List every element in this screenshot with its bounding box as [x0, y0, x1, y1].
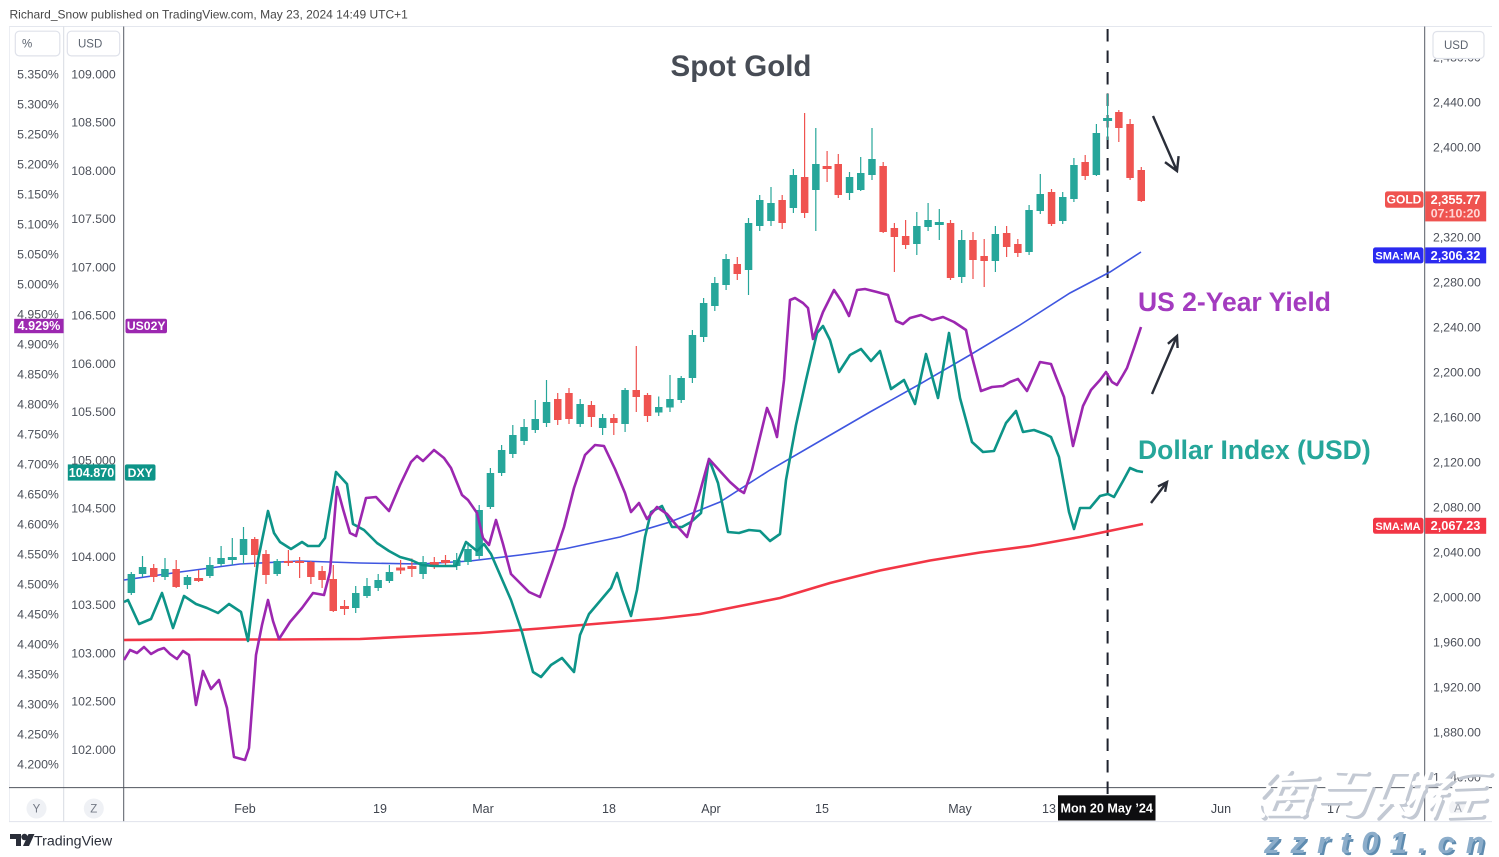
- svg-text:4.550%: 4.550%: [17, 547, 59, 561]
- svg-text:2,306.32: 2,306.32: [1431, 248, 1481, 263]
- svg-text:2,160.00: 2,160.00: [1433, 410, 1481, 424]
- svg-text:4.650%: 4.650%: [17, 487, 59, 501]
- svg-text:US02Y: US02Y: [127, 319, 166, 333]
- svg-text:4.900%: 4.900%: [17, 337, 59, 351]
- svg-text:4.800%: 4.800%: [17, 397, 59, 411]
- svg-text:SMA:MA: SMA:MA: [1375, 521, 1420, 533]
- svg-text:4.450%: 4.450%: [17, 607, 59, 621]
- svg-text:%: %: [22, 39, 32, 51]
- svg-text:2,240.00: 2,240.00: [1433, 320, 1481, 334]
- svg-text:102.500: 102.500: [71, 695, 116, 709]
- svg-text:18: 18: [602, 802, 616, 816]
- svg-text:106.500: 106.500: [71, 309, 116, 323]
- svg-text:DXY: DXY: [128, 466, 153, 480]
- svg-text:5.350%: 5.350%: [17, 67, 59, 81]
- svg-text:May: May: [948, 802, 972, 816]
- svg-text:2,440.00: 2,440.00: [1433, 95, 1481, 109]
- svg-text:104.870: 104.870: [69, 466, 115, 480]
- svg-text:2,000.00: 2,000.00: [1433, 590, 1481, 604]
- svg-text:Feb: Feb: [234, 802, 256, 816]
- svg-text:4.600%: 4.600%: [17, 517, 59, 531]
- svg-text:5.000%: 5.000%: [17, 277, 59, 291]
- svg-text:5.100%: 5.100%: [17, 217, 59, 231]
- svg-text:5.050%: 5.050%: [17, 247, 59, 261]
- svg-text:1,960.00: 1,960.00: [1433, 635, 1481, 649]
- svg-text:A: A: [1454, 803, 1462, 815]
- svg-text:2,400.00: 2,400.00: [1433, 140, 1481, 154]
- svg-text:zzrt01.cn: zzrt01.cn: [1265, 827, 1498, 857]
- svg-text:USD: USD: [78, 39, 102, 51]
- svg-text:108.000: 108.000: [71, 164, 116, 178]
- svg-text:105.000: 105.000: [71, 453, 116, 467]
- svg-text:2,120.00: 2,120.00: [1433, 455, 1481, 469]
- svg-text:2,200.00: 2,200.00: [1433, 365, 1481, 379]
- svg-text:2,067.23: 2,067.23: [1431, 518, 1481, 533]
- svg-text:Spot Gold: Spot Gold: [671, 50, 812, 83]
- svg-text:5.200%: 5.200%: [17, 157, 59, 171]
- svg-text:4.750%: 4.750%: [17, 427, 59, 441]
- svg-text:4.300%: 4.300%: [17, 697, 59, 711]
- svg-text:104.500: 104.500: [71, 502, 116, 516]
- svg-text:4.700%: 4.700%: [17, 457, 59, 471]
- svg-text:107.000: 107.000: [71, 260, 116, 274]
- svg-text:Richard_Snow published on Trad: Richard_Snow published on TradingView.co…: [10, 8, 409, 22]
- svg-text:13: 13: [1042, 802, 1056, 816]
- svg-text:5.250%: 5.250%: [17, 127, 59, 141]
- svg-text:108.500: 108.500: [71, 116, 116, 130]
- svg-text:Mar: Mar: [472, 802, 494, 816]
- svg-text:104.000: 104.000: [71, 550, 116, 564]
- svg-text:SMA:MA: SMA:MA: [1375, 251, 1420, 263]
- svg-text:US 2-Year Yield: US 2-Year Yield: [1138, 287, 1331, 317]
- svg-text:107.500: 107.500: [71, 212, 116, 226]
- svg-text:15: 15: [815, 802, 829, 816]
- svg-text:Jun: Jun: [1211, 802, 1231, 816]
- svg-text:4.950%: 4.950%: [17, 307, 59, 321]
- svg-text:103.500: 103.500: [71, 598, 116, 612]
- svg-text:Apr: Apr: [701, 802, 720, 816]
- svg-text:103.000: 103.000: [71, 646, 116, 660]
- svg-text:4.200%: 4.200%: [17, 757, 59, 771]
- svg-text:4.400%: 4.400%: [17, 637, 59, 651]
- svg-text:4.929%: 4.929%: [18, 319, 61, 333]
- svg-text:GOLD: GOLD: [1387, 193, 1422, 207]
- svg-text:102.000: 102.000: [71, 743, 116, 757]
- svg-text:2,080.00: 2,080.00: [1433, 500, 1481, 514]
- svg-text:2,040.00: 2,040.00: [1433, 545, 1481, 559]
- svg-text:2,320.00: 2,320.00: [1433, 230, 1481, 244]
- svg-text:zzrt01.cn: zzrt01.cn: [1263, 825, 1496, 857]
- svg-text:4.350%: 4.350%: [17, 667, 59, 681]
- svg-text:2,355.77: 2,355.77: [1431, 192, 1481, 207]
- svg-text:5.150%: 5.150%: [17, 187, 59, 201]
- svg-text:TradingView: TradingView: [34, 834, 113, 850]
- svg-text:Z: Z: [90, 804, 97, 816]
- svg-text:1,880.00: 1,880.00: [1433, 725, 1481, 739]
- svg-text:19: 19: [373, 802, 387, 816]
- svg-text:4.850%: 4.850%: [17, 367, 59, 381]
- svg-text:4.500%: 4.500%: [17, 577, 59, 591]
- svg-text:109.000: 109.000: [71, 67, 116, 81]
- svg-text:1,920.00: 1,920.00: [1433, 680, 1481, 694]
- svg-text:5.300%: 5.300%: [17, 97, 59, 111]
- svg-text:105.500: 105.500: [71, 405, 116, 419]
- svg-text:USD: USD: [1444, 40, 1468, 52]
- svg-text:2,280.00: 2,280.00: [1433, 275, 1481, 289]
- svg-text:Y: Y: [33, 804, 41, 816]
- svg-text:106.000: 106.000: [71, 357, 116, 371]
- svg-text:07:10:20: 07:10:20: [1431, 206, 1481, 220]
- svg-text:Dollar Index (USD): Dollar Index (USD): [1138, 435, 1371, 465]
- svg-text:4.250%: 4.250%: [17, 727, 59, 741]
- svg-text:Mon 20 May ’24: Mon 20 May ’24: [1061, 802, 1153, 816]
